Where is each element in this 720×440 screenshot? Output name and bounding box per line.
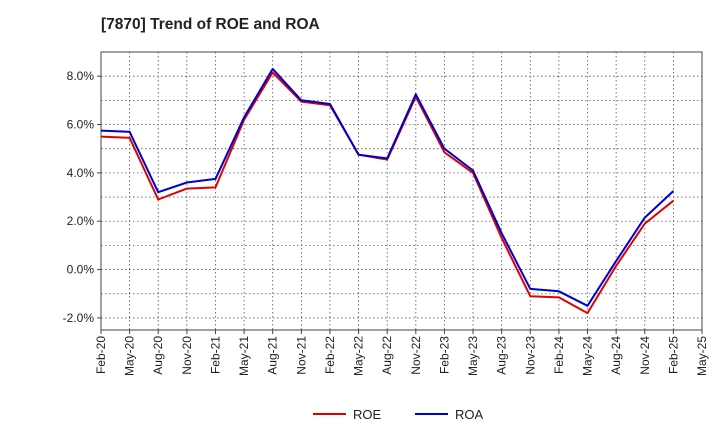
- y-tick-label: 4.0%: [67, 166, 95, 180]
- x-tick-label: Nov-21: [294, 336, 308, 375]
- x-tick-label: Feb-22: [323, 336, 337, 374]
- legend-label-roe: ROE: [353, 407, 382, 422]
- y-tick-label: 8.0%: [67, 69, 95, 83]
- x-tick-label: Aug-24: [609, 336, 623, 375]
- y-tick-label: 6.0%: [67, 118, 95, 132]
- x-tick-label: Aug-20: [151, 336, 165, 375]
- x-tick-label: May-23: [466, 336, 480, 376]
- series-line-roe: [100, 71, 675, 315]
- y-tick-label: 2.0%: [67, 214, 95, 228]
- x-axis-ticks: Feb-20 May-20 Aug-20 Nov-20 Feb-21 May-21 Aug-…: [94, 330, 709, 376]
- y-axis-ticks: 8.0% 6.0% 4.0% 2.0% 0.0% -2.0%: [63, 69, 101, 325]
- legend: ROE ROA: [313, 407, 484, 422]
- x-tick-label: May-22: [352, 336, 366, 376]
- y-tick-label: 0.0%: [67, 263, 95, 277]
- series-lines: [100, 67, 675, 315]
- y-tick-label: -2.0%: [63, 311, 95, 325]
- x-tick-label: Nov-20: [180, 336, 194, 375]
- x-tick-label: Aug-21: [266, 336, 280, 375]
- grid-lines: [100, 51, 703, 330]
- legend-label-roa: ROA: [455, 407, 484, 422]
- x-tick-label: May-24: [581, 336, 595, 376]
- x-tick-label: Aug-22: [380, 336, 394, 375]
- x-tick-label: Nov-24: [638, 336, 652, 375]
- chart-title: [7870] Trend of ROE and ROA: [101, 16, 320, 33]
- x-tick-label: Feb-24: [552, 336, 566, 374]
- plot-area: [100, 51, 703, 331]
- x-tick-label: Feb-25: [666, 336, 680, 374]
- x-tick-label: May-21: [237, 336, 251, 376]
- x-tick-label: Nov-23: [523, 336, 537, 375]
- x-tick-label: May-20: [123, 336, 137, 376]
- x-tick-label: Nov-22: [409, 336, 423, 375]
- series-line-roa: [100, 67, 675, 307]
- x-tick-label: Feb-21: [208, 336, 222, 374]
- x-tick-label: Aug-23: [495, 336, 509, 375]
- x-tick-label: Feb-20: [94, 336, 108, 374]
- x-tick-label: May-25: [695, 336, 709, 376]
- x-tick-label: Feb-23: [437, 336, 451, 374]
